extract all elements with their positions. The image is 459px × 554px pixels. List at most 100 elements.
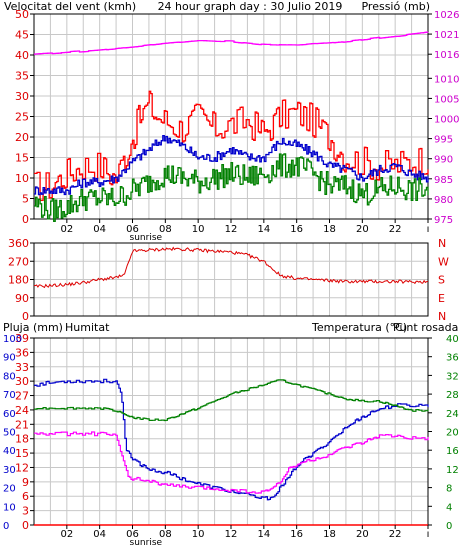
series-minimum-line — [34, 153, 429, 222]
y2-tick-label: 985 — [434, 175, 453, 186]
compass-label: N — [438, 237, 446, 250]
x-tick-label: ı — [427, 224, 430, 235]
y-tick-label: 0 — [22, 213, 29, 226]
compass-label: W — [438, 255, 449, 268]
sunrise-label: sunrise — [130, 538, 163, 548]
humidity-tick-label: 50 — [3, 428, 16, 439]
humidity-tick-label: 0 — [3, 521, 9, 532]
rain-tick-label: 9 — [22, 476, 29, 489]
y2-tick-label: 975 — [434, 215, 453, 226]
rain-tick-label: 12 — [15, 461, 29, 474]
x-tick-label: 08 — [159, 224, 172, 235]
rain-tick-label: 3 — [22, 505, 29, 518]
rain-title: Pluja (mm) — [3, 321, 63, 334]
x-tick-label: 14 — [257, 529, 270, 540]
y-tick-label: 50 — [15, 8, 29, 21]
y-tick-label: 35 — [15, 70, 29, 83]
humidity-tick-label: 30 — [3, 465, 16, 476]
x-tick-label: 18 — [323, 224, 336, 235]
y2-tick-label: 1026 — [434, 10, 459, 21]
y2-tick-label: 980 — [434, 195, 453, 206]
wind-panel: 0 5 10 15 20 25 30 35 40 45 50 975 980 985 990 995 1000 1… — [15, 8, 459, 243]
chart-main-title: 24 hour graph day : 30 Julio 2019 — [158, 0, 343, 13]
y-tick-label: 45 — [15, 29, 29, 42]
temperature-title: Temperatura (°C) — [311, 321, 407, 334]
x-tick-label: 04 — [93, 224, 106, 235]
temperature-tick-label: 4 — [446, 502, 452, 513]
y-tick-label: 30 — [15, 90, 29, 103]
humidity-temperature-panel: 0369121518212427303336390102030405060708… — [3, 332, 459, 548]
x-tick-label: ı — [427, 529, 430, 540]
compass-label: N — [438, 310, 446, 323]
y2-tick-label: 1010 — [434, 74, 459, 85]
x-tick-label: 12 — [225, 529, 238, 540]
x-tick-label: 02 — [60, 224, 73, 235]
humidity-tick-label: 80 — [3, 371, 16, 382]
pressure-title: Pressió (mb) — [361, 0, 430, 13]
x-tick-label: 14 — [257, 224, 270, 235]
y-tick-label: 270 — [8, 255, 29, 268]
humidity-tick-label: 60 — [3, 409, 16, 420]
rain-tick-label: 36 — [15, 346, 29, 359]
x-tick-label: 16 — [290, 224, 303, 235]
temperature-tick-label: 36 — [446, 353, 459, 364]
rain-tick-label: 21 — [15, 418, 29, 431]
y-tick-label: 360 — [8, 237, 29, 250]
humidity-tick-label: 20 — [3, 484, 16, 495]
temperature-tick-label: 40 — [446, 334, 459, 345]
rain-tick-label: 6 — [22, 490, 29, 503]
y2-tick-label: 1016 — [434, 50, 459, 61]
x-tick-label: 22 — [389, 224, 402, 235]
x-tick-label: 06 — [126, 529, 139, 540]
series-humitat-line — [34, 378, 429, 501]
temperature-tick-label: 20 — [446, 428, 459, 439]
temperature-tick-label: 0 — [446, 521, 452, 532]
humidity-tick-label: 90 — [3, 353, 16, 364]
y-tick-label: 5 — [22, 193, 29, 206]
y-tick-label: 40 — [15, 49, 29, 62]
rain-tick-label: 27 — [15, 390, 29, 403]
series-temperatura-line — [34, 379, 429, 422]
compass-label: E — [438, 292, 445, 305]
rain-tick-label: 24 — [15, 404, 29, 417]
x-tick-label: 22 — [389, 529, 402, 540]
y2-tick-label: 1005 — [434, 94, 459, 105]
y2-tick-label: 990 — [434, 155, 453, 166]
series-punt_rosada-line — [34, 431, 429, 494]
humidity-tick-label: 70 — [3, 390, 16, 401]
series-direction-line — [33, 246, 429, 289]
humidity-title: Humitat — [65, 321, 110, 334]
x-tick-label: 20 — [356, 529, 369, 540]
y2-tick-label: 995 — [434, 135, 453, 146]
compass-label: S — [438, 274, 445, 287]
series-pressure-line — [34, 31, 429, 55]
y-tick-label: 15 — [15, 152, 29, 165]
x-tick-label: 10 — [192, 224, 205, 235]
x-tick-label: 08 — [159, 529, 172, 540]
temperature-tick-label: 16 — [446, 446, 459, 457]
temperature-tick-label: 8 — [446, 484, 452, 495]
x-tick-label: 04 — [93, 529, 106, 540]
rain-tick-label: 18 — [15, 433, 29, 446]
x-tick-label: 06 — [126, 224, 139, 235]
rain-tick-label: 33 — [15, 361, 29, 374]
temperature-tick-label: 24 — [446, 409, 459, 420]
y-tick-label: 180 — [8, 274, 29, 287]
rain-tick-label: 39 — [15, 332, 29, 345]
humidity-tick-label: 40 — [3, 446, 16, 457]
y-tick-label: 10 — [15, 172, 29, 185]
y2-tick-label: 1021 — [434, 30, 459, 41]
x-tick-label: 20 — [356, 224, 369, 235]
humidity-tick-label: 100 — [3, 334, 22, 345]
rain-tick-label: 0 — [22, 519, 29, 532]
y-tick-label: 90 — [15, 292, 29, 305]
temperature-tick-label: 32 — [446, 371, 459, 382]
direction-plot-frame — [33, 242, 429, 317]
wind-direction-panel: 0 N 90 E 180 S 270 W 360 N — [8, 237, 449, 323]
temperature-tick-label: 28 — [446, 390, 459, 401]
x-tick-label: 10 — [192, 529, 205, 540]
x-tick-label: 02 — [60, 529, 73, 540]
y-tick-label: 0 — [22, 310, 29, 323]
y-tick-label: 20 — [15, 131, 29, 144]
